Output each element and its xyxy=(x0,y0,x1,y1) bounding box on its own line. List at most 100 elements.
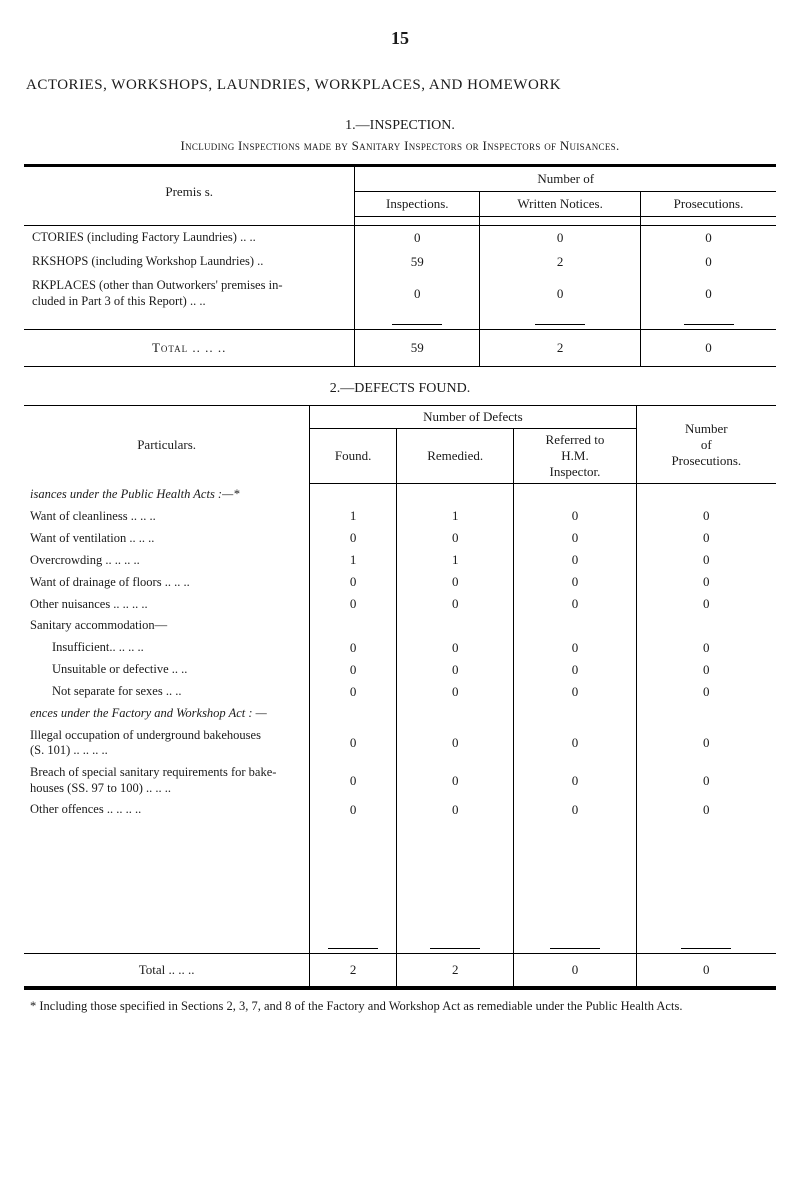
cell: 0 xyxy=(310,659,397,681)
table-row: Want of cleanliness .. .. .. 1 1 0 0 xyxy=(24,505,776,527)
cell: 0 xyxy=(514,799,636,821)
row-label: Breach of special sanitary requirements … xyxy=(24,762,310,799)
col-written-notices: Written Notices. xyxy=(480,192,641,217)
cell: 0 xyxy=(397,571,514,593)
col-remedied: Remedied. xyxy=(397,429,514,484)
cell: 0 xyxy=(310,637,397,659)
cell: 0 xyxy=(641,274,776,313)
cell: 0 xyxy=(636,527,776,549)
defects-table: Particulars. Number of Defects Number of… xyxy=(24,405,776,987)
row-label: Not separate for sexes .. .. xyxy=(24,681,310,703)
cell: 0 xyxy=(514,681,636,703)
cell: 0 xyxy=(514,527,636,549)
total-label: Total .. .. .. xyxy=(24,954,310,987)
cell: 0 xyxy=(641,226,776,251)
cell: 0 xyxy=(355,274,480,313)
spacer xyxy=(24,821,776,937)
col-found: Found. xyxy=(310,429,397,484)
cell: 0 xyxy=(397,762,514,799)
footnote: * Including those specified in Sections … xyxy=(24,996,776,1014)
cell: 0 xyxy=(310,593,397,615)
cell: 0 xyxy=(514,593,636,615)
section1-heading: 1.—INSPECTION. xyxy=(24,118,776,134)
table-row: Not separate for sexes .. .. 0 0 0 0 xyxy=(24,681,776,703)
total-c: 0 xyxy=(514,954,636,987)
cell: 0 xyxy=(514,549,636,571)
total-c: 0 xyxy=(641,330,776,367)
col-inspections: Inspections. xyxy=(355,192,480,217)
cell: 0 xyxy=(310,681,397,703)
cell: 1 xyxy=(310,549,397,571)
total-d: 0 xyxy=(636,954,776,987)
total-row: Total .. .. .. 2 2 0 0 xyxy=(24,954,776,987)
cell: 0 xyxy=(310,725,397,762)
cell: 0 xyxy=(641,250,776,274)
cell: 0 xyxy=(397,799,514,821)
table-row: Other offences .. .. .. .. 0 0 0 0 xyxy=(24,799,776,821)
row-label: Want of ventilation .. .. .. xyxy=(24,527,310,549)
section1-subtitle: Including Inspections made by Sanitary I… xyxy=(24,138,776,154)
cell: 2 xyxy=(480,250,641,274)
col-referred: Referred to H.M. Inspector. xyxy=(514,429,636,484)
table-row: Want of drainage of floors .. .. .. 0 0 … xyxy=(24,571,776,593)
rule-bottom xyxy=(24,987,776,990)
cell: 0 xyxy=(636,593,776,615)
cell: 0 xyxy=(480,274,641,313)
total-b: 2 xyxy=(480,330,641,367)
table-row: Breach of special sanitary requirements … xyxy=(24,762,776,799)
group2-label: ences under the Factory and Workshop Act… xyxy=(24,703,310,725)
col-particulars: Particulars. xyxy=(24,406,310,484)
table-row: Illegal occupation of underground bakeho… xyxy=(24,725,776,762)
cell: 1 xyxy=(310,505,397,527)
section2-heading: 2.—DEFECTS FOUND. xyxy=(24,381,776,397)
cell: 0 xyxy=(310,571,397,593)
row-label: Unsuitable or defective .. .. xyxy=(24,659,310,681)
table-row: Other nuisances .. .. .. .. 0 0 0 0 xyxy=(24,593,776,615)
group-heading-row: ences under the Factory and Workshop Act… xyxy=(24,703,776,725)
cell: 0 xyxy=(514,505,636,527)
col-numberof: Number of xyxy=(355,167,776,192)
total-row: Total .. .. .. 59 2 0 xyxy=(24,330,776,367)
cell: 0 xyxy=(397,593,514,615)
cell: 0 xyxy=(514,637,636,659)
total-a: 2 xyxy=(310,954,397,987)
cell: 0 xyxy=(636,725,776,762)
cell: 1 xyxy=(397,549,514,571)
table-row: Insufficient.. .. .. .. 0 0 0 0 xyxy=(24,637,776,659)
row-label: Sanitary accommodation— xyxy=(24,615,310,637)
row-label: Insufficient.. .. .. .. xyxy=(24,637,310,659)
table-row: Sanitary accommodation— xyxy=(24,615,776,637)
row-label: Want of drainage of floors .. .. .. xyxy=(24,571,310,593)
group1-label: isances under the Public Health Acts :—* xyxy=(24,484,310,506)
cell: 0 xyxy=(397,725,514,762)
total-label: Total .. .. .. xyxy=(24,330,355,367)
cell: 0 xyxy=(636,799,776,821)
group-heading-row: isances under the Public Health Acts :—* xyxy=(24,484,776,506)
row-label: Other nuisances .. .. .. .. xyxy=(24,593,310,615)
total-a: 59 xyxy=(355,330,480,367)
table-row: RKPLACES (other than Outworkers' premise… xyxy=(24,274,776,313)
cell: 0 xyxy=(514,659,636,681)
cell: 0 xyxy=(636,762,776,799)
cell: 0 xyxy=(636,659,776,681)
cell: 0 xyxy=(397,637,514,659)
col-number-of-defects: Number of Defects xyxy=(310,406,636,429)
row-label: Other offences .. .. .. .. xyxy=(24,799,310,821)
main-title: ACTORIES, WORKSHOPS, LAUNDRIES, WORKPLAC… xyxy=(24,77,776,94)
row-label: Illegal occupation of underground bakeho… xyxy=(24,725,310,762)
col-prosecutions: Prosecutions. xyxy=(641,192,776,217)
row-label: RKSHOPS (including Workshop Laundries) .… xyxy=(24,250,355,274)
cell: 1 xyxy=(397,505,514,527)
row-label: RKPLACES (other than Outworkers' premise… xyxy=(24,274,355,313)
row-label: Want of cleanliness .. .. .. xyxy=(24,505,310,527)
col-num-prosecutions: Number of Prosecutions. xyxy=(636,406,776,484)
table-row: RKSHOPS (including Workshop Laundries) .… xyxy=(24,250,776,274)
cell: 59 xyxy=(355,250,480,274)
cell: 0 xyxy=(355,226,480,251)
cell: 0 xyxy=(636,637,776,659)
inspection-table: Premis s. Number of Inspections. Written… xyxy=(24,167,776,367)
cell: 0 xyxy=(514,571,636,593)
cell: 0 xyxy=(636,549,776,571)
col-premises: Premis s. xyxy=(24,167,355,217)
table-row: Unsuitable or defective .. .. 0 0 0 0 xyxy=(24,659,776,681)
